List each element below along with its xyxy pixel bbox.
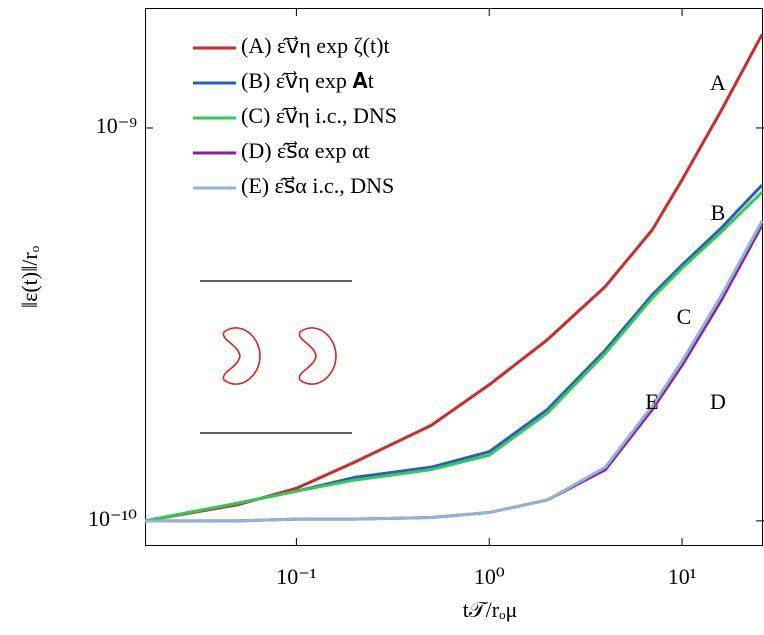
legend-label: (A) ε̂v⃗η exp ζ(t)t	[241, 33, 390, 58]
x-tick-label: 10⁰	[474, 564, 505, 589]
curve-label: B	[711, 200, 726, 225]
legend-label: (B) ε̂v⃗η exp 𝐀t	[241, 68, 374, 93]
inset-sketch	[200, 280, 352, 434]
legend-label: (D) ε̂s⃗α exp αt	[241, 138, 370, 163]
x-tick-label: 10⁻¹	[276, 564, 316, 589]
y-axis-label: ‖ε(t)‖/rₒ	[17, 246, 42, 308]
x-axis-label: t𝒯/rₒμ	[463, 597, 518, 622]
legend-label: (E) ε̂s⃗α i.c., DNS	[241, 173, 394, 198]
plot-lines	[145, 33, 764, 523]
series-line	[145, 220, 764, 523]
series-line	[145, 33, 764, 523]
series-line	[145, 190, 764, 523]
series-line	[145, 224, 764, 523]
inset-vortex	[222, 327, 261, 385]
curve-label: C	[677, 304, 692, 329]
x-tick-label: 10¹	[668, 564, 697, 589]
curve-label: A	[710, 70, 726, 95]
curve-label: E	[645, 389, 658, 414]
curve-label: D	[710, 389, 726, 414]
y-tick-label: 10⁻¹⁰	[88, 506, 137, 531]
y-tick-label: 10⁻⁹	[96, 113, 138, 138]
legend-label: (C) ε̂v⃗η i.c., DNS	[241, 103, 397, 128]
plot-frame	[145, 8, 763, 546]
inset-vortex	[298, 327, 337, 385]
series-line	[145, 183, 764, 523]
